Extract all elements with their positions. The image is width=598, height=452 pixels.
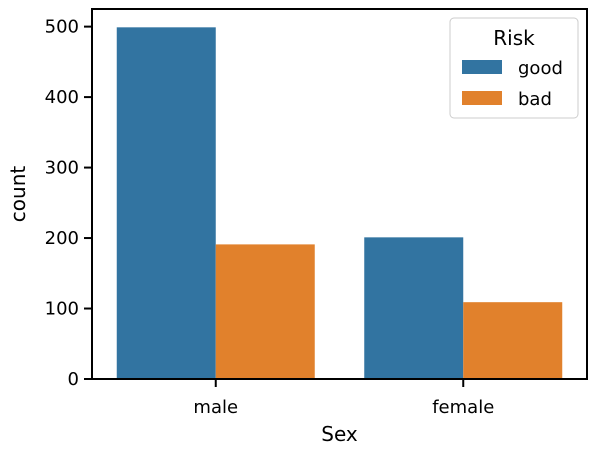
legend: Risk good bad <box>449 17 579 119</box>
bar-female-good <box>364 237 464 379</box>
x-axis: male female <box>193 379 494 418</box>
x-axis-label: Sex <box>321 422 358 446</box>
legend-swatch-bad <box>462 91 502 105</box>
bar-male-good <box>116 27 216 379</box>
y-axis-label: count <box>6 166 30 223</box>
legend-swatch-good <box>462 60 502 74</box>
plot-frame <box>91 8 588 380</box>
y-tick-label: 100 <box>45 299 79 320</box>
bars-layer <box>116 27 563 379</box>
y-tick-label: 500 <box>45 17 79 38</box>
legend-label-bad: bad <box>518 89 552 110</box>
bar-female-bad <box>463 302 563 379</box>
y-tick-label: 0 <box>68 369 79 390</box>
x-tick-label-female: female <box>432 397 494 418</box>
bar-male-bad <box>215 244 315 379</box>
y-axis: 0 100 200 300 400 500 <box>45 17 92 390</box>
y-tick-label: 300 <box>45 158 79 179</box>
legend-title: Risk <box>493 26 535 50</box>
x-tick-label-male: male <box>193 397 238 418</box>
legend-label-good: good <box>518 58 563 79</box>
y-tick-label: 400 <box>45 87 79 108</box>
y-tick-label: 200 <box>45 228 79 249</box>
